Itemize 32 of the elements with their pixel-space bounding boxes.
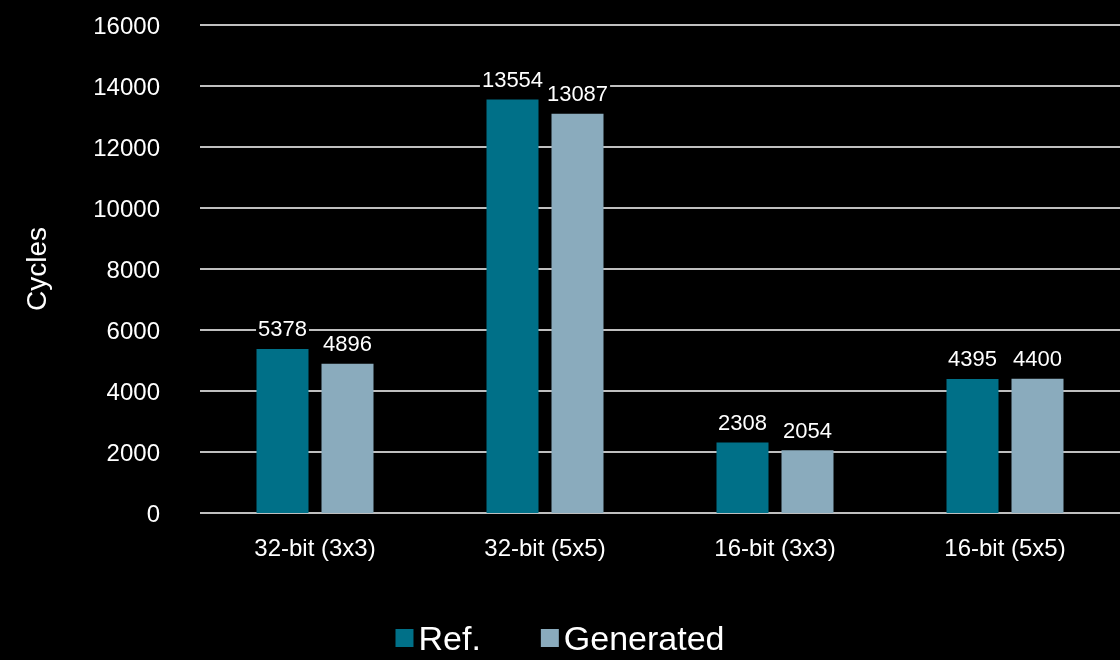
- data-label: 13554: [481, 67, 544, 93]
- bar: [1011, 378, 1064, 513]
- data-label: 13087: [546, 81, 609, 107]
- x-tick-label: 16-bit (5x5): [944, 533, 1066, 561]
- data-label: 4400: [1013, 346, 1062, 372]
- bar: [781, 450, 834, 513]
- y-tick-label: 10000: [93, 194, 160, 222]
- data-label: 4896: [323, 331, 372, 357]
- y-axis-title: Cycles: [20, 226, 52, 312]
- data-label: 2054: [783, 417, 832, 443]
- x-tick-label: 32-bit (3x3): [254, 533, 376, 561]
- bar: [321, 363, 374, 513]
- y-tick-label: 14000: [93, 72, 160, 100]
- legend-label: Ref.: [418, 619, 481, 657]
- data-label: 4395: [948, 346, 997, 372]
- bar: [256, 348, 309, 513]
- bar: [486, 99, 539, 513]
- y-tick-label: 4000: [106, 377, 160, 405]
- data-label: 2308: [718, 410, 767, 436]
- y-tick-label: 0: [146, 499, 160, 527]
- y-tick-label: 6000: [106, 316, 160, 344]
- y-tick-label: 2000: [106, 438, 160, 466]
- data-label: 5378: [258, 316, 307, 342]
- y-tick-label: 12000: [93, 133, 160, 161]
- legend-label: Generated: [563, 619, 725, 657]
- x-tick-label: 16-bit (3x3): [714, 533, 836, 561]
- x-tick-label: 32-bit (5x5): [484, 533, 606, 561]
- bar: [716, 442, 769, 513]
- y-tick-label: 8000: [106, 255, 160, 283]
- y-tick-label: 16000: [93, 11, 160, 39]
- bar: [946, 378, 999, 513]
- bar: [551, 113, 604, 513]
